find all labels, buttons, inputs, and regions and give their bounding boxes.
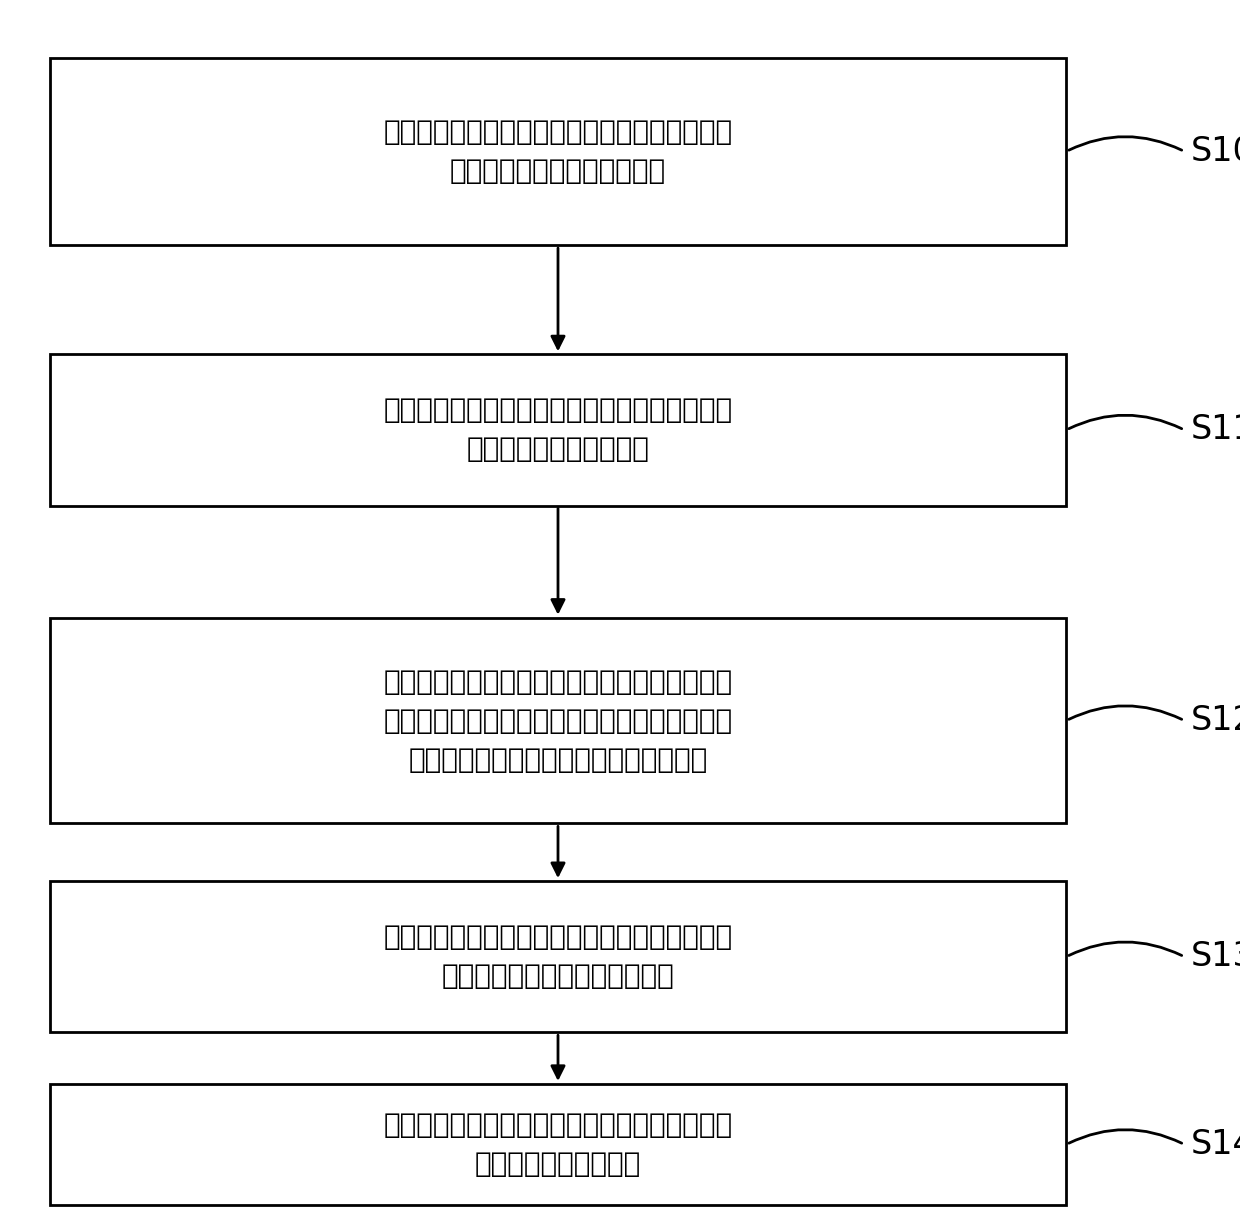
Bar — [50, 354, 1066, 506]
Text: 根据各所述评价项目的预设权重值和各所述测量
结果的分级得分计算得到总得分: 根据各所述评价项目的预设权重值和各所述测量 结果的分级得分计算得到总得分 — [383, 923, 733, 991]
Bar — [50, 882, 1066, 1032]
Text: 根据所述总得分对所述地被植物标识对应的地被
植物进行分级评价处理: 根据所述总得分对所述地被植物标识对应的地被 植物进行分级评价处理 — [383, 1110, 733, 1178]
Text: 获取地被植物标识，确定与所述地被植物标识对
应的预设多层评价体系并显示: 获取地被植物标识，确定与所述地被植物标识对 应的预设多层评价体系并显示 — [383, 117, 733, 185]
Text: S130: S130 — [1190, 940, 1240, 974]
Bar — [50, 58, 1066, 245]
Bar — [50, 1084, 1066, 1205]
Text: S140: S140 — [1190, 1127, 1240, 1161]
Text: S100: S100 — [1190, 134, 1240, 168]
Text: 接收用户根据所述多层评价体系输入的与各所述
评价项目对应的测量结果: 接收用户根据所述多层评价体系输入的与各所述 评价项目对应的测量结果 — [383, 396, 733, 464]
Text: S120: S120 — [1190, 704, 1240, 737]
Bar — [50, 618, 1066, 823]
Text: 将所述评价项目的测量结果与所述评价项目对应
的预设等级范围进行匹配，将所述测量结果与相
匹配的预设等级范围对应的分级得分关联: 将所述评价项目的测量结果与所述评价项目对应 的预设等级范围进行匹配，将所述测量结… — [383, 667, 733, 774]
Text: S110: S110 — [1190, 413, 1240, 447]
